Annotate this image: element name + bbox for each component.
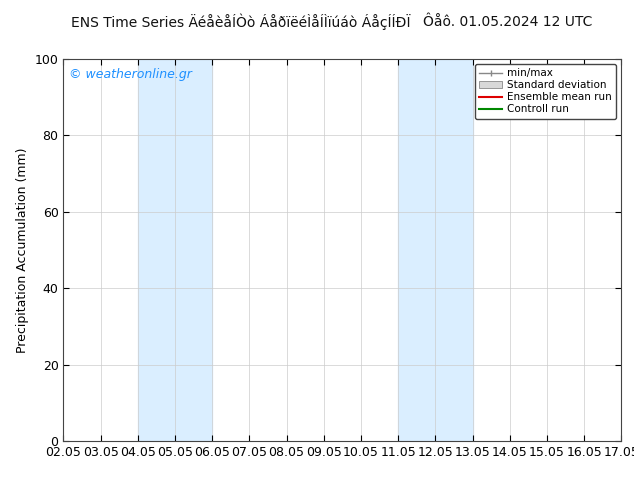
Text: © weatheronline.gr: © weatheronline.gr <box>69 69 192 81</box>
Legend: min/max, Standard deviation, Ensemble mean run, Controll run: min/max, Standard deviation, Ensemble me… <box>475 64 616 119</box>
Y-axis label: Precipitation Accumulation (mm): Precipitation Accumulation (mm) <box>16 147 29 353</box>
Text: ENS Time Series ÄéåèåÍÒò ÁåðïëéÌåÍÌïúáò ÁåçÍÍÐÏ: ENS Time Series ÄéåèåÍÒò ÁåðïëéÌåÍÌïúáò … <box>71 14 411 30</box>
Text: Ôåô. 01.05.2024 12 UTC: Ôåô. 01.05.2024 12 UTC <box>422 15 592 29</box>
Bar <box>398 59 472 441</box>
Bar <box>138 59 212 441</box>
